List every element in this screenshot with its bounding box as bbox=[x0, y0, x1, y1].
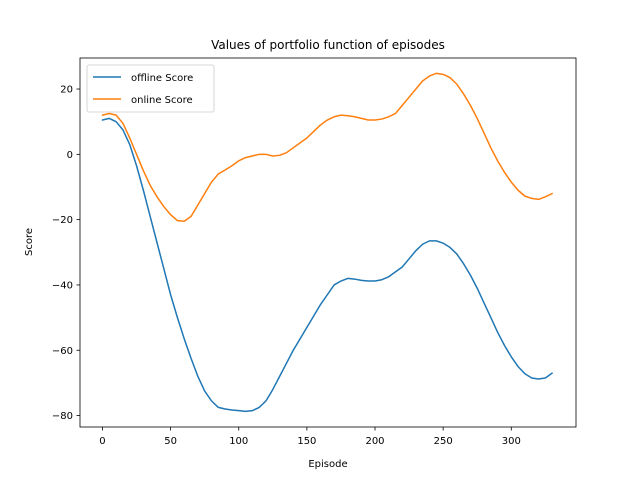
x-tick-label: 300 bbox=[502, 436, 521, 447]
x-tick-label: 50 bbox=[164, 436, 177, 447]
x-axis-label: Episode bbox=[308, 459, 347, 470]
x-tick-label: 150 bbox=[297, 436, 316, 447]
plot-frame bbox=[79, 57, 577, 428]
series-line-offline bbox=[101, 117, 553, 413]
x-tick-label: 250 bbox=[434, 436, 453, 447]
x-tick-label: 200 bbox=[365, 436, 384, 447]
y-tick-label: 0 bbox=[67, 150, 73, 161]
chart-title: Values of portfolio function of episodes bbox=[211, 38, 445, 52]
y-tick-label: −80 bbox=[52, 411, 73, 422]
series-line-online bbox=[101, 72, 553, 223]
x-tick-label: 100 bbox=[229, 436, 248, 447]
legend-label: offline Score bbox=[131, 73, 193, 84]
plot-area bbox=[101, 72, 553, 413]
legend-label: online Score bbox=[131, 95, 193, 106]
legend: offline Score online Score bbox=[86, 64, 215, 113]
y-axis-label: Score bbox=[24, 228, 35, 256]
y-axis: −80 −60 −40 −20 0 20 bbox=[52, 85, 80, 422]
y-tick-label: −40 bbox=[52, 280, 73, 291]
x-axis: 0 50 100 150 200 250 300 bbox=[99, 427, 521, 447]
x-tick-label: 0 bbox=[99, 436, 105, 447]
y-tick-label: 20 bbox=[60, 85, 73, 96]
y-tick-label: −60 bbox=[52, 346, 73, 357]
y-tick-label: −20 bbox=[52, 215, 73, 226]
